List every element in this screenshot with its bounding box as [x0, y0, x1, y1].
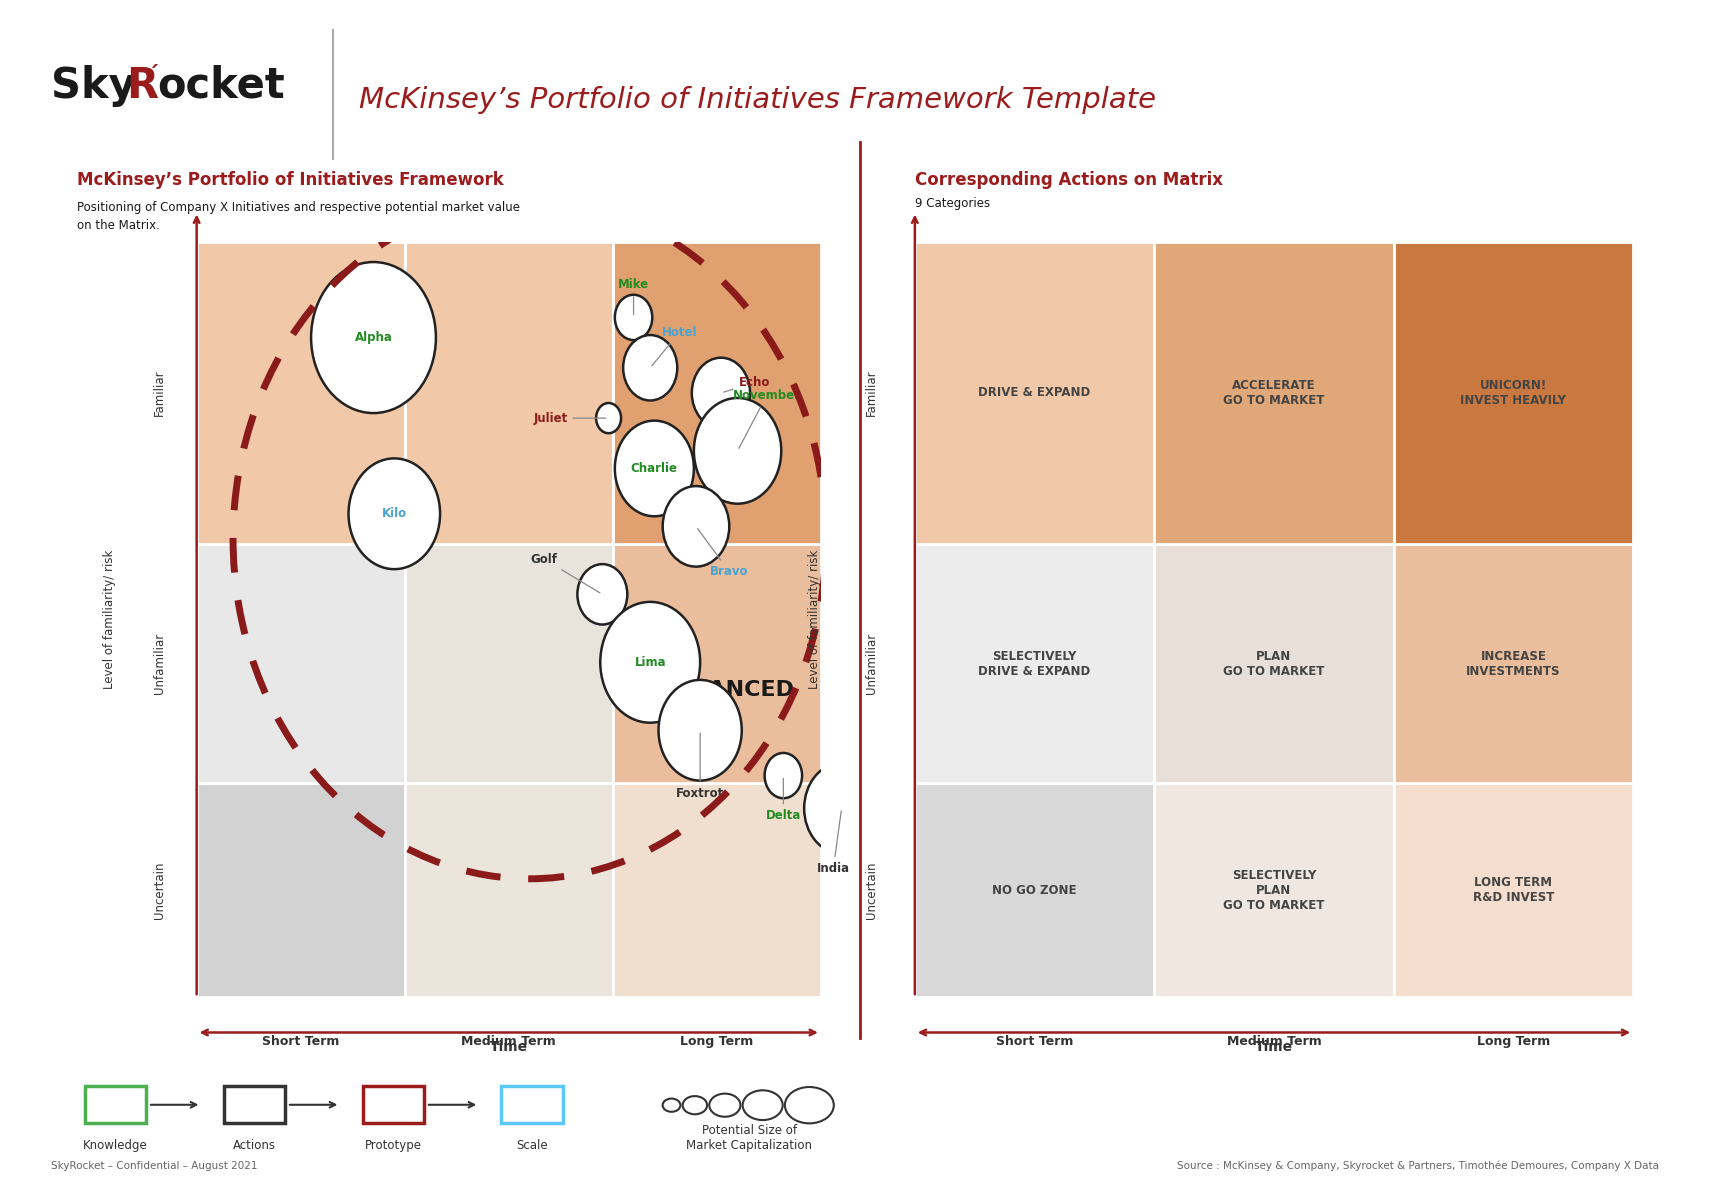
Text: Positioning of Company X Initiatives and respective potential market value
on th: Positioning of Company X Initiatives and… — [77, 201, 520, 231]
Bar — [197, 784, 405, 997]
Circle shape — [663, 1099, 681, 1112]
Bar — [1394, 544, 1633, 784]
Bar — [197, 544, 405, 784]
Text: LONG TERM
R&D INVEST: LONG TERM R&D INVEST — [1472, 876, 1554, 904]
Text: Alpha: Alpha — [354, 332, 392, 345]
Text: ocket: ocket — [157, 65, 286, 107]
Text: Source : McKinsey & Company, Skyrocket & Partners, Timothée Demoures, Company X : Source : McKinsey & Company, Skyrocket &… — [1176, 1160, 1659, 1171]
Text: R: R — [127, 65, 159, 107]
Ellipse shape — [311, 262, 436, 413]
Text: Familiar: Familiar — [152, 369, 166, 417]
Text: Sky: Sky — [51, 65, 137, 107]
Text: Familiar: Familiar — [865, 369, 879, 417]
Text: November: November — [732, 389, 800, 448]
Text: Uncertain: Uncertain — [865, 861, 879, 919]
Text: Scale: Scale — [516, 1139, 547, 1152]
Text: Short Term: Short Term — [995, 1035, 1074, 1048]
Text: Actions: Actions — [233, 1139, 275, 1152]
Text: Echo: Echo — [723, 376, 770, 392]
Bar — [915, 784, 1154, 997]
Text: Charlie: Charlie — [631, 461, 677, 476]
Ellipse shape — [694, 398, 781, 504]
Ellipse shape — [804, 763, 879, 853]
Ellipse shape — [600, 602, 699, 722]
Text: Long Term: Long Term — [1477, 1035, 1549, 1048]
Bar — [405, 784, 612, 997]
Bar — [84, 1086, 145, 1123]
Ellipse shape — [663, 486, 728, 566]
Text: Bravo: Bravo — [698, 529, 749, 578]
Text: Potential Size of
Market Capitalization: Potential Size of Market Capitalization — [686, 1125, 812, 1152]
Text: Delta: Delta — [766, 779, 800, 822]
Bar — [1394, 242, 1633, 544]
Text: Level of familiarity/ risk: Level of familiarity/ risk — [807, 550, 821, 689]
Text: Golf: Golf — [530, 552, 600, 592]
Text: Time: Time — [489, 1040, 528, 1054]
Bar — [915, 242, 1154, 544]
Bar — [612, 544, 821, 784]
Text: Time: Time — [1255, 1040, 1293, 1054]
Text: Uncertain: Uncertain — [152, 861, 166, 919]
Circle shape — [742, 1090, 783, 1120]
Bar — [1154, 784, 1394, 997]
Ellipse shape — [349, 458, 439, 569]
Bar — [1154, 242, 1394, 544]
Text: SELECTIVELY
PLAN
GO TO MARKET: SELECTIVELY PLAN GO TO MARKET — [1223, 868, 1325, 912]
Text: Level of familiarity/ risk: Level of familiarity/ risk — [103, 550, 116, 689]
Ellipse shape — [622, 335, 677, 400]
Text: NO GO ZONE: NO GO ZONE — [992, 884, 1077, 897]
Text: Medium Term: Medium Term — [462, 1035, 556, 1048]
Text: DRIVE & EXPAND: DRIVE & EXPAND — [978, 386, 1091, 400]
Bar — [363, 1086, 424, 1123]
Text: 9 Categories: 9 Categories — [915, 197, 990, 210]
Text: Long Term: Long Term — [681, 1035, 754, 1048]
Bar — [197, 242, 405, 544]
Text: India: India — [817, 811, 850, 876]
Bar — [915, 544, 1154, 784]
Text: Hotel: Hotel — [652, 326, 698, 366]
Bar — [501, 1086, 563, 1123]
Ellipse shape — [616, 420, 694, 517]
Text: Lima: Lima — [634, 656, 665, 669]
Ellipse shape — [764, 753, 802, 798]
Text: Unfamiliar: Unfamiliar — [152, 632, 166, 694]
Text: Corresponding Actions on Matrix: Corresponding Actions on Matrix — [915, 171, 1223, 189]
Text: Juliet: Juliet — [534, 412, 605, 425]
Text: ´: ´ — [147, 65, 159, 85]
Ellipse shape — [597, 404, 621, 433]
Circle shape — [682, 1096, 708, 1114]
Text: McKinsey’s Portfolio of Initiatives Framework Template: McKinsey’s Portfolio of Initiatives Fram… — [359, 86, 1156, 114]
Text: Prototype: Prototype — [364, 1139, 422, 1152]
Text: Short Term: Short Term — [262, 1035, 339, 1048]
Ellipse shape — [616, 295, 652, 340]
Bar — [1394, 784, 1633, 997]
Bar — [612, 242, 821, 544]
Bar — [405, 242, 612, 544]
Ellipse shape — [693, 358, 751, 428]
Text: McKinsey’s Portfolio of Initiatives Framework: McKinsey’s Portfolio of Initiatives Fram… — [77, 171, 504, 189]
Text: INCREASE
INVESTMENTS: INCREASE INVESTMENTS — [1465, 649, 1561, 677]
Bar — [224, 1086, 286, 1123]
Text: SELECTIVELY
DRIVE & EXPAND: SELECTIVELY DRIVE & EXPAND — [978, 649, 1091, 677]
Circle shape — [785, 1087, 834, 1123]
Bar — [1154, 544, 1394, 784]
Text: ACCELERATE
GO TO MARKET: ACCELERATE GO TO MARKET — [1223, 379, 1325, 407]
Text: Knowledge: Knowledge — [82, 1139, 147, 1152]
Text: PLAN
GO TO MARKET: PLAN GO TO MARKET — [1223, 649, 1325, 677]
Text: UNICORN!
INVEST HEAVILY: UNICORN! INVEST HEAVILY — [1460, 379, 1566, 407]
Text: Kilo: Kilo — [381, 507, 407, 520]
Text: Unfamiliar: Unfamiliar — [865, 632, 879, 694]
Text: SkyRocket – Confidential – August 2021: SkyRocket – Confidential – August 2021 — [51, 1161, 258, 1171]
Bar — [612, 784, 821, 997]
Circle shape — [710, 1094, 740, 1116]
Bar — [405, 544, 612, 784]
Text: Mike: Mike — [617, 278, 650, 315]
Ellipse shape — [578, 564, 628, 624]
Ellipse shape — [658, 680, 742, 781]
Text: BALANCED: BALANCED — [660, 680, 793, 700]
Text: Medium Term: Medium Term — [1226, 1035, 1322, 1048]
Text: Foxtrot: Foxtrot — [675, 733, 725, 800]
